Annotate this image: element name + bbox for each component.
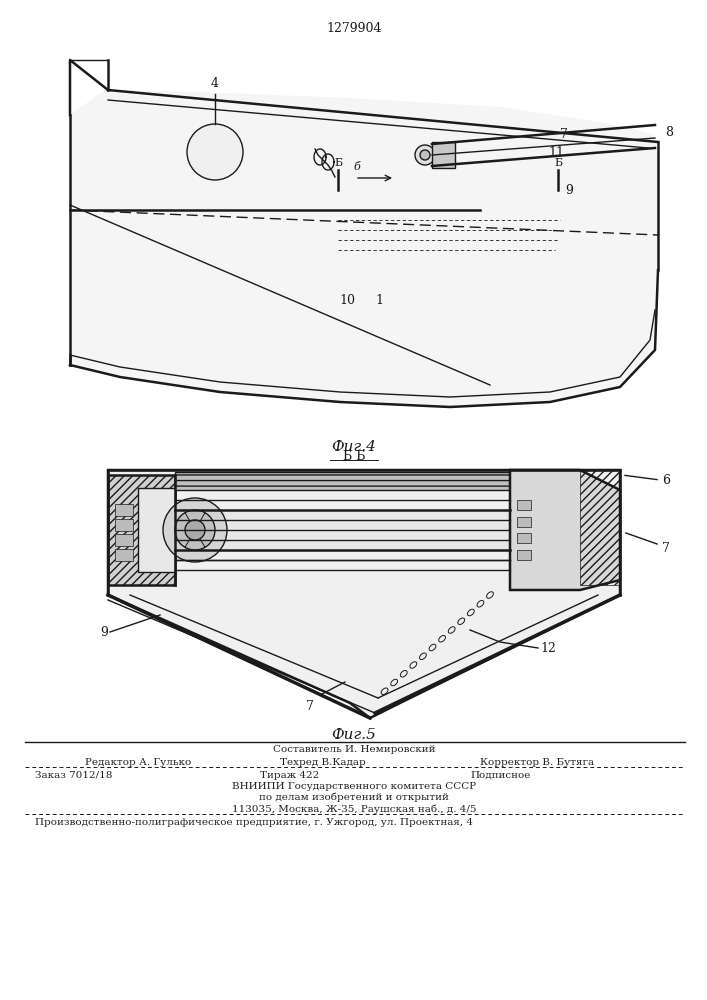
Polygon shape [510, 470, 620, 590]
Text: ВНИИПИ Государственного комитета СССР: ВНИИПИ Государственного комитета СССР [232, 782, 476, 791]
Text: Составитель И. Немировский: Составитель И. Немировский [273, 745, 436, 754]
Bar [517, 533, 531, 543]
Text: Тираж 422: Тираж 422 [260, 771, 320, 780]
Circle shape [185, 520, 205, 540]
Text: Корректор В. Бутяга: Корректор В. Бутяга [480, 758, 594, 767]
Text: Б Б: Б Б [343, 450, 366, 463]
Text: Фиг.5: Фиг.5 [332, 728, 376, 742]
Bar [580, 470, 620, 585]
Bar [108, 475, 175, 585]
Text: 7: 7 [560, 128, 568, 141]
Circle shape [175, 510, 215, 550]
Bar [517, 500, 531, 510]
Text: Б: Б [334, 158, 342, 168]
Text: Производственно-полиграфическое предприятие, г. Ужгород, ул. Проектная, 4: Производственно-полиграфическое предприя… [35, 818, 473, 827]
Text: Б: Б [554, 158, 562, 168]
Text: 6: 6 [662, 474, 670, 487]
Bar [138, 488, 175, 572]
Text: б: б [354, 162, 361, 172]
Text: 4: 4 [211, 77, 219, 90]
Text: 9: 9 [565, 184, 573, 196]
Bar [517, 550, 531, 560]
Text: 7: 7 [662, 542, 670, 554]
Text: Редактор А. Гулько: Редактор А. Гулько [85, 758, 192, 767]
Bar [517, 517, 531, 527]
Circle shape [420, 150, 430, 160]
Text: Подписное: Подписное [470, 771, 530, 780]
Text: 1279904: 1279904 [326, 22, 382, 35]
Text: 10: 10 [339, 294, 355, 306]
Polygon shape [70, 90, 658, 407]
Text: 1: 1 [375, 294, 383, 306]
Text: Заказ 7012/18: Заказ 7012/18 [35, 771, 112, 780]
Circle shape [163, 498, 227, 562]
Polygon shape [108, 470, 620, 718]
Text: по делам изобретений и открытий: по делам изобретений и открытий [259, 793, 449, 802]
Bar [175, 472, 540, 490]
Text: 9: 9 [100, 626, 108, 639]
Text: 11: 11 [548, 145, 564, 158]
Polygon shape [432, 142, 455, 168]
Text: 7: 7 [306, 700, 314, 713]
Circle shape [187, 124, 243, 180]
Bar [115, 504, 133, 516]
Bar [115, 519, 133, 531]
Bar [175, 510, 510, 550]
Text: 113035, Москва, Ж-35, Раушская наб., д. 4/5: 113035, Москва, Ж-35, Раушская наб., д. … [232, 804, 477, 814]
Text: Фиг.4: Фиг.4 [332, 440, 376, 454]
Text: 12: 12 [540, 642, 556, 654]
Text: Техред В.Кадар: Техред В.Кадар [280, 758, 366, 767]
Text: 8: 8 [665, 125, 673, 138]
Bar [115, 549, 133, 561]
Circle shape [415, 145, 435, 165]
Bar [115, 534, 133, 546]
Bar [108, 475, 175, 585]
